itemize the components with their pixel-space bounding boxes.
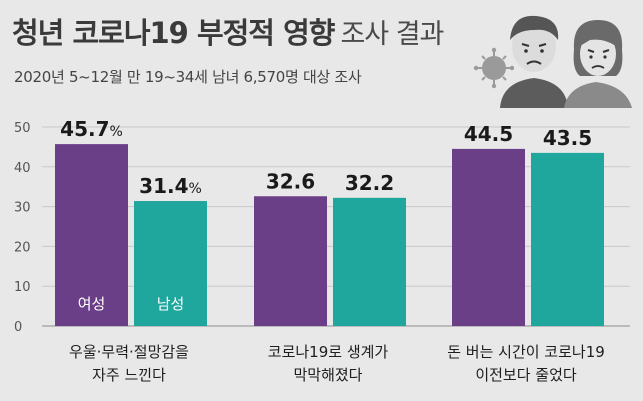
y-tick-label: 10 (14, 280, 31, 295)
bar (531, 152, 604, 326)
x-category-label: 우울·무력·절망감을 (69, 343, 189, 361)
worried-man-icon (500, 15, 568, 108)
x-category-label: 자주 느낀다 (92, 366, 166, 384)
bar (134, 201, 207, 326)
data-label: 31.4% (139, 174, 202, 198)
bar (452, 148, 525, 326)
worried-people-illustration (473, 15, 632, 108)
data-label: 45.7% (60, 117, 123, 141)
x-category-label: 돈 버는 시간이 코로나19 (447, 343, 605, 361)
y-tick-label: 40 (14, 161, 31, 176)
worried-woman-icon (564, 20, 632, 108)
data-label: 44.5 (464, 122, 513, 146)
x-category-label: 막막해졌다 (293, 366, 362, 384)
series-label: 여성 (78, 295, 106, 313)
x-category-label: 코로나19로 생계가 (268, 343, 389, 361)
data-label: 32.6 (266, 169, 315, 193)
virus-icon (473, 47, 515, 89)
y-tick-label: 0 (14, 320, 22, 335)
x-category-label: 이전보다 줄었다 (475, 366, 577, 384)
bar (333, 197, 406, 326)
series-label: 남성 (157, 295, 185, 313)
bar (254, 196, 327, 326)
title-sub: 조사 결과 (340, 19, 444, 50)
chart-subtitle: 2020년 5~12월 만 19~34세 남녀 6,570명 대상 조사 (14, 68, 362, 86)
y-tick-label: 30 (14, 201, 31, 216)
bar (55, 144, 128, 326)
data-label: 43.5 (543, 126, 592, 150)
title-main: 청년 코로나19 부정적 영향 (12, 16, 335, 50)
y-tick-label: 50 (14, 121, 31, 136)
data-label: 32.2 (345, 171, 394, 195)
y-tick-label: 20 (14, 240, 31, 255)
chart-title: 청년 코로나19 부정적 영향 조사 결과 (12, 10, 444, 52)
